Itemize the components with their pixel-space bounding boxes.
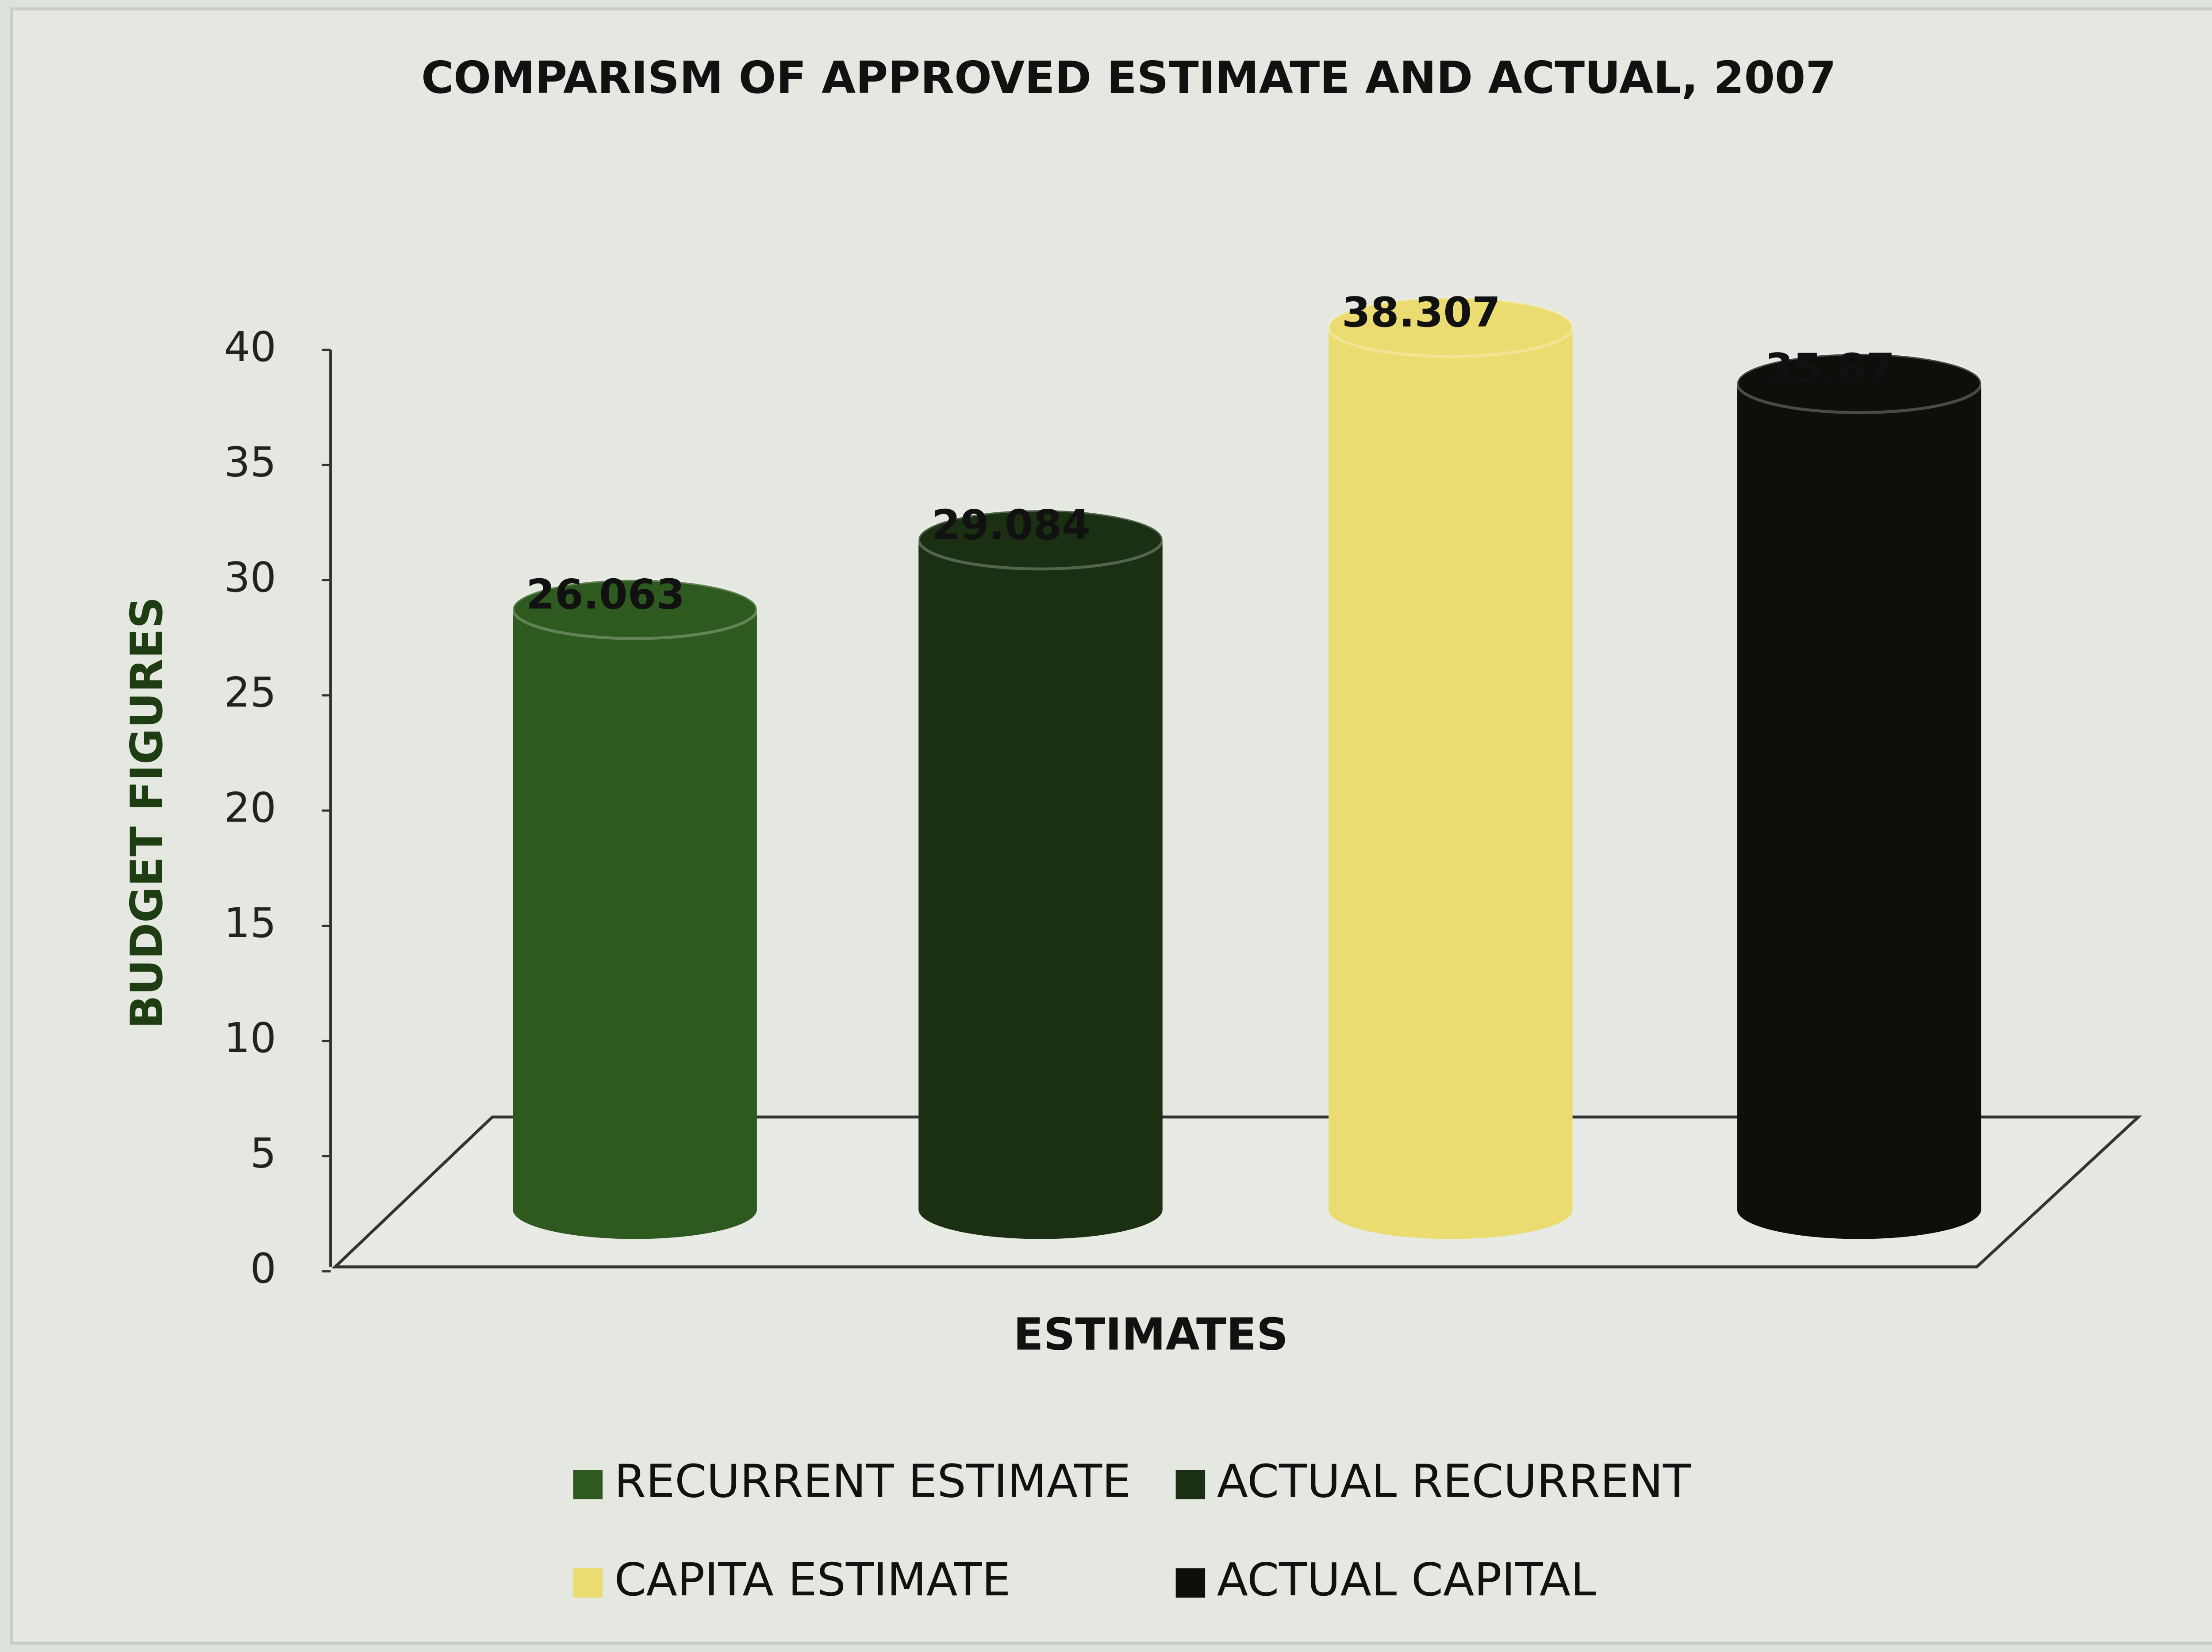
y-tick-label: 20 bbox=[224, 784, 276, 832]
legend-label: CAPITA ESTIMATE bbox=[614, 1553, 1011, 1606]
data-label: 26.063 bbox=[526, 571, 685, 619]
legend-swatch bbox=[1175, 1470, 1206, 1499]
bar-top bbox=[511, 578, 759, 640]
bar-top bbox=[917, 508, 1164, 571]
y-tick-label: 40 bbox=[224, 323, 276, 371]
bar bbox=[1737, 383, 1982, 1210]
bar bbox=[1329, 327, 1573, 1210]
y-tick-label: 0 bbox=[250, 1245, 276, 1292]
legend-label: ACTUAL CAPITAL bbox=[1217, 1553, 1596, 1606]
bar bbox=[513, 609, 757, 1210]
y-axis-title: BUDGET FIGURES bbox=[121, 597, 173, 1029]
data-label: 38.307 bbox=[1342, 288, 1501, 336]
bar-top bbox=[1327, 296, 1574, 358]
legend-swatch bbox=[573, 1568, 603, 1598]
legend-swatch bbox=[573, 1470, 603, 1499]
legend-swatch bbox=[1175, 1568, 1206, 1598]
data-label: 29.084 bbox=[932, 501, 1091, 549]
legend-label: RECURRENT ESTIMATE bbox=[614, 1455, 1131, 1508]
bar-top bbox=[1736, 352, 1983, 414]
y-tick-label: 35 bbox=[224, 438, 276, 486]
bar bbox=[918, 539, 1163, 1210]
legend-label: ACTUAL RECURRENT bbox=[1217, 1455, 1691, 1508]
y-tick-label: 15 bbox=[224, 899, 276, 947]
floor bbox=[331, 1115, 2143, 1268]
data-label: 35.87 bbox=[1765, 345, 1895, 392]
y-tick-label: 25 bbox=[224, 668, 276, 716]
y-tick-label: 30 bbox=[224, 553, 276, 601]
chart-title: COMPARISM OF APPROVED ESTIMATE AND ACTUA… bbox=[421, 52, 1836, 104]
x-axis-title: ESTIMATES bbox=[1014, 1308, 1288, 1360]
y-tick-label: 10 bbox=[224, 1014, 276, 1062]
y-tick-label: 5 bbox=[250, 1130, 276, 1177]
